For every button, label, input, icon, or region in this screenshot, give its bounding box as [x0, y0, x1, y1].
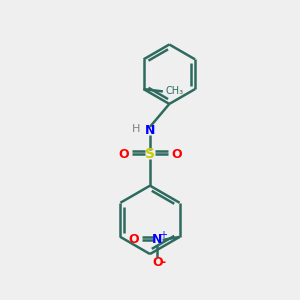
- Text: O: O: [118, 148, 129, 161]
- Text: N: N: [152, 233, 163, 246]
- Text: O: O: [171, 148, 182, 161]
- Text: +: +: [159, 230, 167, 240]
- Text: N: N: [145, 124, 155, 137]
- Text: S: S: [145, 148, 155, 161]
- Text: H: H: [131, 124, 140, 134]
- Text: O: O: [129, 233, 140, 246]
- Text: -: -: [161, 256, 166, 269]
- Text: CH₃: CH₃: [165, 86, 183, 96]
- Text: O: O: [152, 256, 163, 269]
